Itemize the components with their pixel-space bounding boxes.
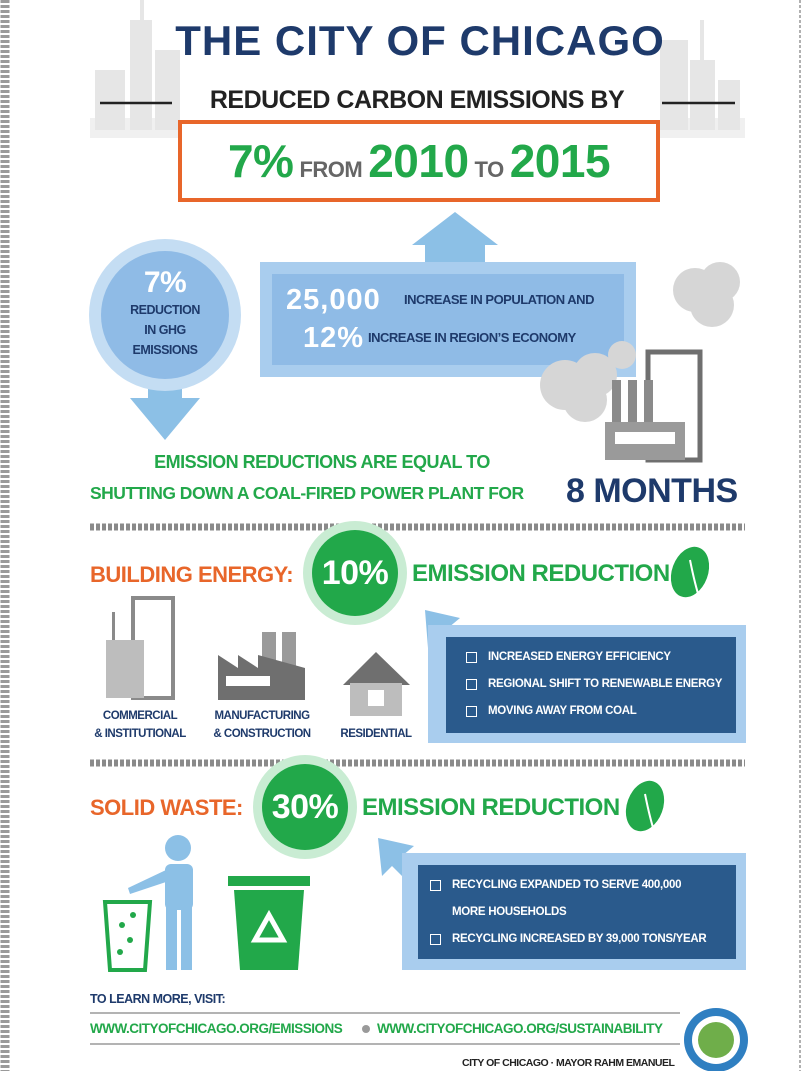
headline-end-year: 2015	[509, 135, 611, 187]
subtitle: REDUCED CARBON EMISSIONS BY	[209, 86, 625, 114]
equivalence-highlight: 8 MONTHS	[566, 472, 738, 510]
bullet-box	[446, 637, 736, 733]
bullet-list: INCREASED ENERGY EFFICIENCY REGIONAL SHI…	[466, 644, 731, 725]
person-icon	[128, 835, 193, 970]
bullet: RECYCLING INCREASED BY 39,000 TONS/YEAR	[430, 926, 720, 953]
house-icon	[343, 652, 410, 716]
stat-figure: 25,000	[286, 284, 381, 316]
sector-label: & INSTITUTIONAL	[94, 728, 186, 740]
section-suffix: EMISSION REDUCTION	[412, 560, 670, 587]
headline-percent: 7%	[227, 135, 294, 187]
section-label: SOLID WASTE:	[90, 795, 243, 820]
bullet-box	[418, 865, 736, 959]
up-arrow	[412, 212, 498, 262]
headline-from: FROM	[299, 157, 363, 182]
leaf	[670, 546, 710, 601]
circle-label: EMISSIONS	[132, 343, 198, 357]
city-seal	[684, 1008, 748, 1071]
bullet: INCREASED ENERGY EFFICIENCY	[466, 644, 731, 671]
recycle-bin-icon	[228, 876, 310, 970]
percent-circle	[262, 764, 348, 850]
factory	[605, 349, 703, 463]
footer-credit: CITY OF CHICAGO · MAYOR RAHM EMANUEL	[462, 1057, 675, 1069]
bullet: MOVING AWAY FROM COAL	[466, 698, 731, 725]
stat-figure: 12%	[303, 322, 365, 354]
section-percent: 10%	[321, 554, 389, 592]
down-arrow	[130, 380, 200, 440]
percent-circle	[312, 530, 398, 616]
circle-label: REDUCTION	[130, 303, 200, 317]
footer-prompt: TO LEARN MORE, VISIT:	[90, 992, 226, 1006]
stat-box	[272, 274, 624, 365]
bullet-list: RECYCLING EXPANDED TO SERVE 400,000 MORE…	[430, 872, 720, 953]
circle-percent: 7%	[143, 266, 187, 299]
equivalence-line: EMISSION REDUCTIONS ARE EQUAL TO	[154, 452, 490, 472]
headline-box	[178, 120, 660, 202]
smoke	[540, 262, 740, 422]
circle-label: IN GHG	[144, 323, 186, 337]
headline-to: TO	[474, 157, 505, 182]
leaf	[625, 780, 665, 835]
stat-text: INCREASE IN POPULATION AND	[404, 292, 594, 307]
sector-label: COMMERCIAL	[102, 710, 178, 722]
equivalence-line: SHUTTING DOWN A COAL-FIRED POWER PLANT F…	[90, 483, 524, 503]
footer-link[interactable]: WWW.CITYOFCHICAGO.ORG/EMISSIONS	[90, 1021, 343, 1036]
title: THE CITY OF CHICAGO	[175, 17, 665, 64]
commercial-icon	[106, 596, 175, 700]
section-suffix: EMISSION REDUCTION	[362, 794, 620, 821]
sector-label: MANUFACTURING	[214, 710, 310, 722]
headline-start-year: 2010	[368, 135, 469, 187]
section-percent: 30%	[271, 788, 339, 826]
bullet: REGIONAL SHIFT TO RENEWABLE ENERGY	[466, 671, 731, 698]
section-label: BUILDING ENERGY:	[90, 562, 294, 587]
footer-link[interactable]: WWW.CITYOFCHICAGO.ORG/SUSTAINABILITY	[377, 1021, 663, 1036]
sector-label: & CONSTRUCTION	[213, 728, 311, 740]
factory-icon	[218, 632, 305, 700]
headline: 7% FROM 2010 TO 2015	[227, 135, 611, 187]
separator-dot	[362, 1025, 370, 1033]
trash-icon	[102, 900, 153, 972]
stat-text: INCREASE IN REGION’S ECONOMY	[368, 330, 576, 345]
bullet: RECYCLING EXPANDED TO SERVE 400,000 MORE…	[430, 872, 692, 926]
sector-label: RESIDENTIAL	[340, 728, 412, 740]
circle	[101, 251, 229, 379]
